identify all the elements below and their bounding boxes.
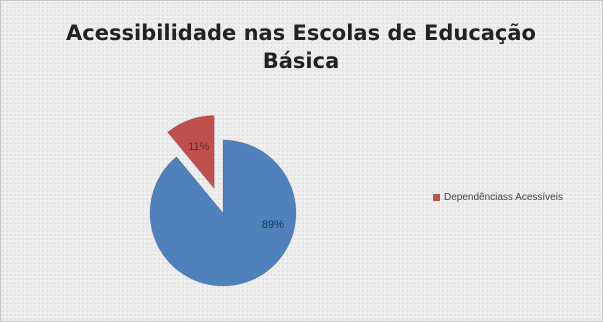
pie-slice-large xyxy=(149,139,297,287)
legend-swatch xyxy=(433,194,440,201)
pie-label-small: 11% xyxy=(188,141,209,153)
pie-slice-small xyxy=(166,115,215,190)
legend-label: Dependênciass Acessíveis xyxy=(444,192,563,203)
chart-title: Acessibilidade nas Escolas de Educação B… xyxy=(41,19,561,75)
chart-title-line-2: Básica xyxy=(262,49,340,73)
legend: Dependênciass Acessíveis xyxy=(433,192,563,203)
pie-label-large: 89% xyxy=(262,219,284,231)
chart-title-line-1: Acessibilidade nas Escolas de Educação xyxy=(66,21,536,45)
